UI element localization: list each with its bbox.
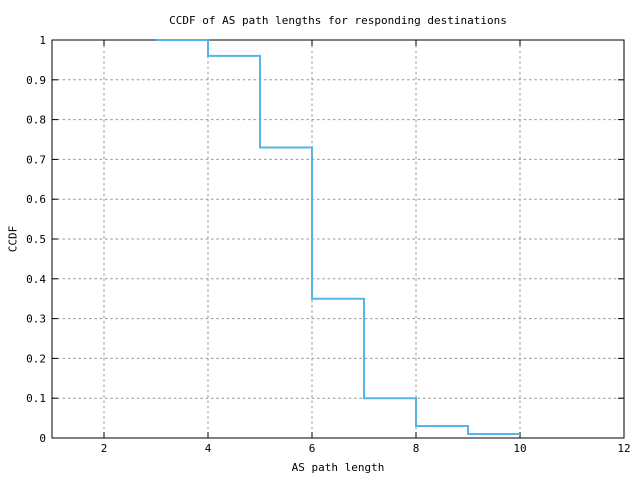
x-axis-label: AS path length <box>291 461 385 474</box>
y-tick-label: 0.4 <box>26 273 46 286</box>
y-tick-label: 0.7 <box>26 153 46 166</box>
y-tick-label: 0.1 <box>26 392 46 405</box>
y-tick-label: 0.2 <box>26 352 46 365</box>
y-axis-label: CCDF <box>6 225 20 253</box>
y-tick-label: 0.9 <box>26 74 46 87</box>
y-tick-label: 0.6 <box>26 193 46 206</box>
x-tick-label: 2 <box>101 442 108 455</box>
x-tick-label: 4 <box>205 442 212 455</box>
chart-title: CCDF of AS path lengths for responding d… <box>169 14 507 27</box>
x-tick-label: 6 <box>309 442 316 455</box>
x-tick-label: 8 <box>413 442 420 455</box>
y-tick-label: 0.8 <box>26 114 46 127</box>
x-tick-label: 10 <box>513 442 526 455</box>
y-tick-label: 0 <box>39 432 46 445</box>
y-tick-label: 0.5 <box>26 233 46 246</box>
x-tick-label: 12 <box>617 442 630 455</box>
y-tick-label: 0.3 <box>26 313 46 326</box>
y-tick-label: 1 <box>39 34 46 47</box>
ccdf-step-line <box>156 39 520 436</box>
